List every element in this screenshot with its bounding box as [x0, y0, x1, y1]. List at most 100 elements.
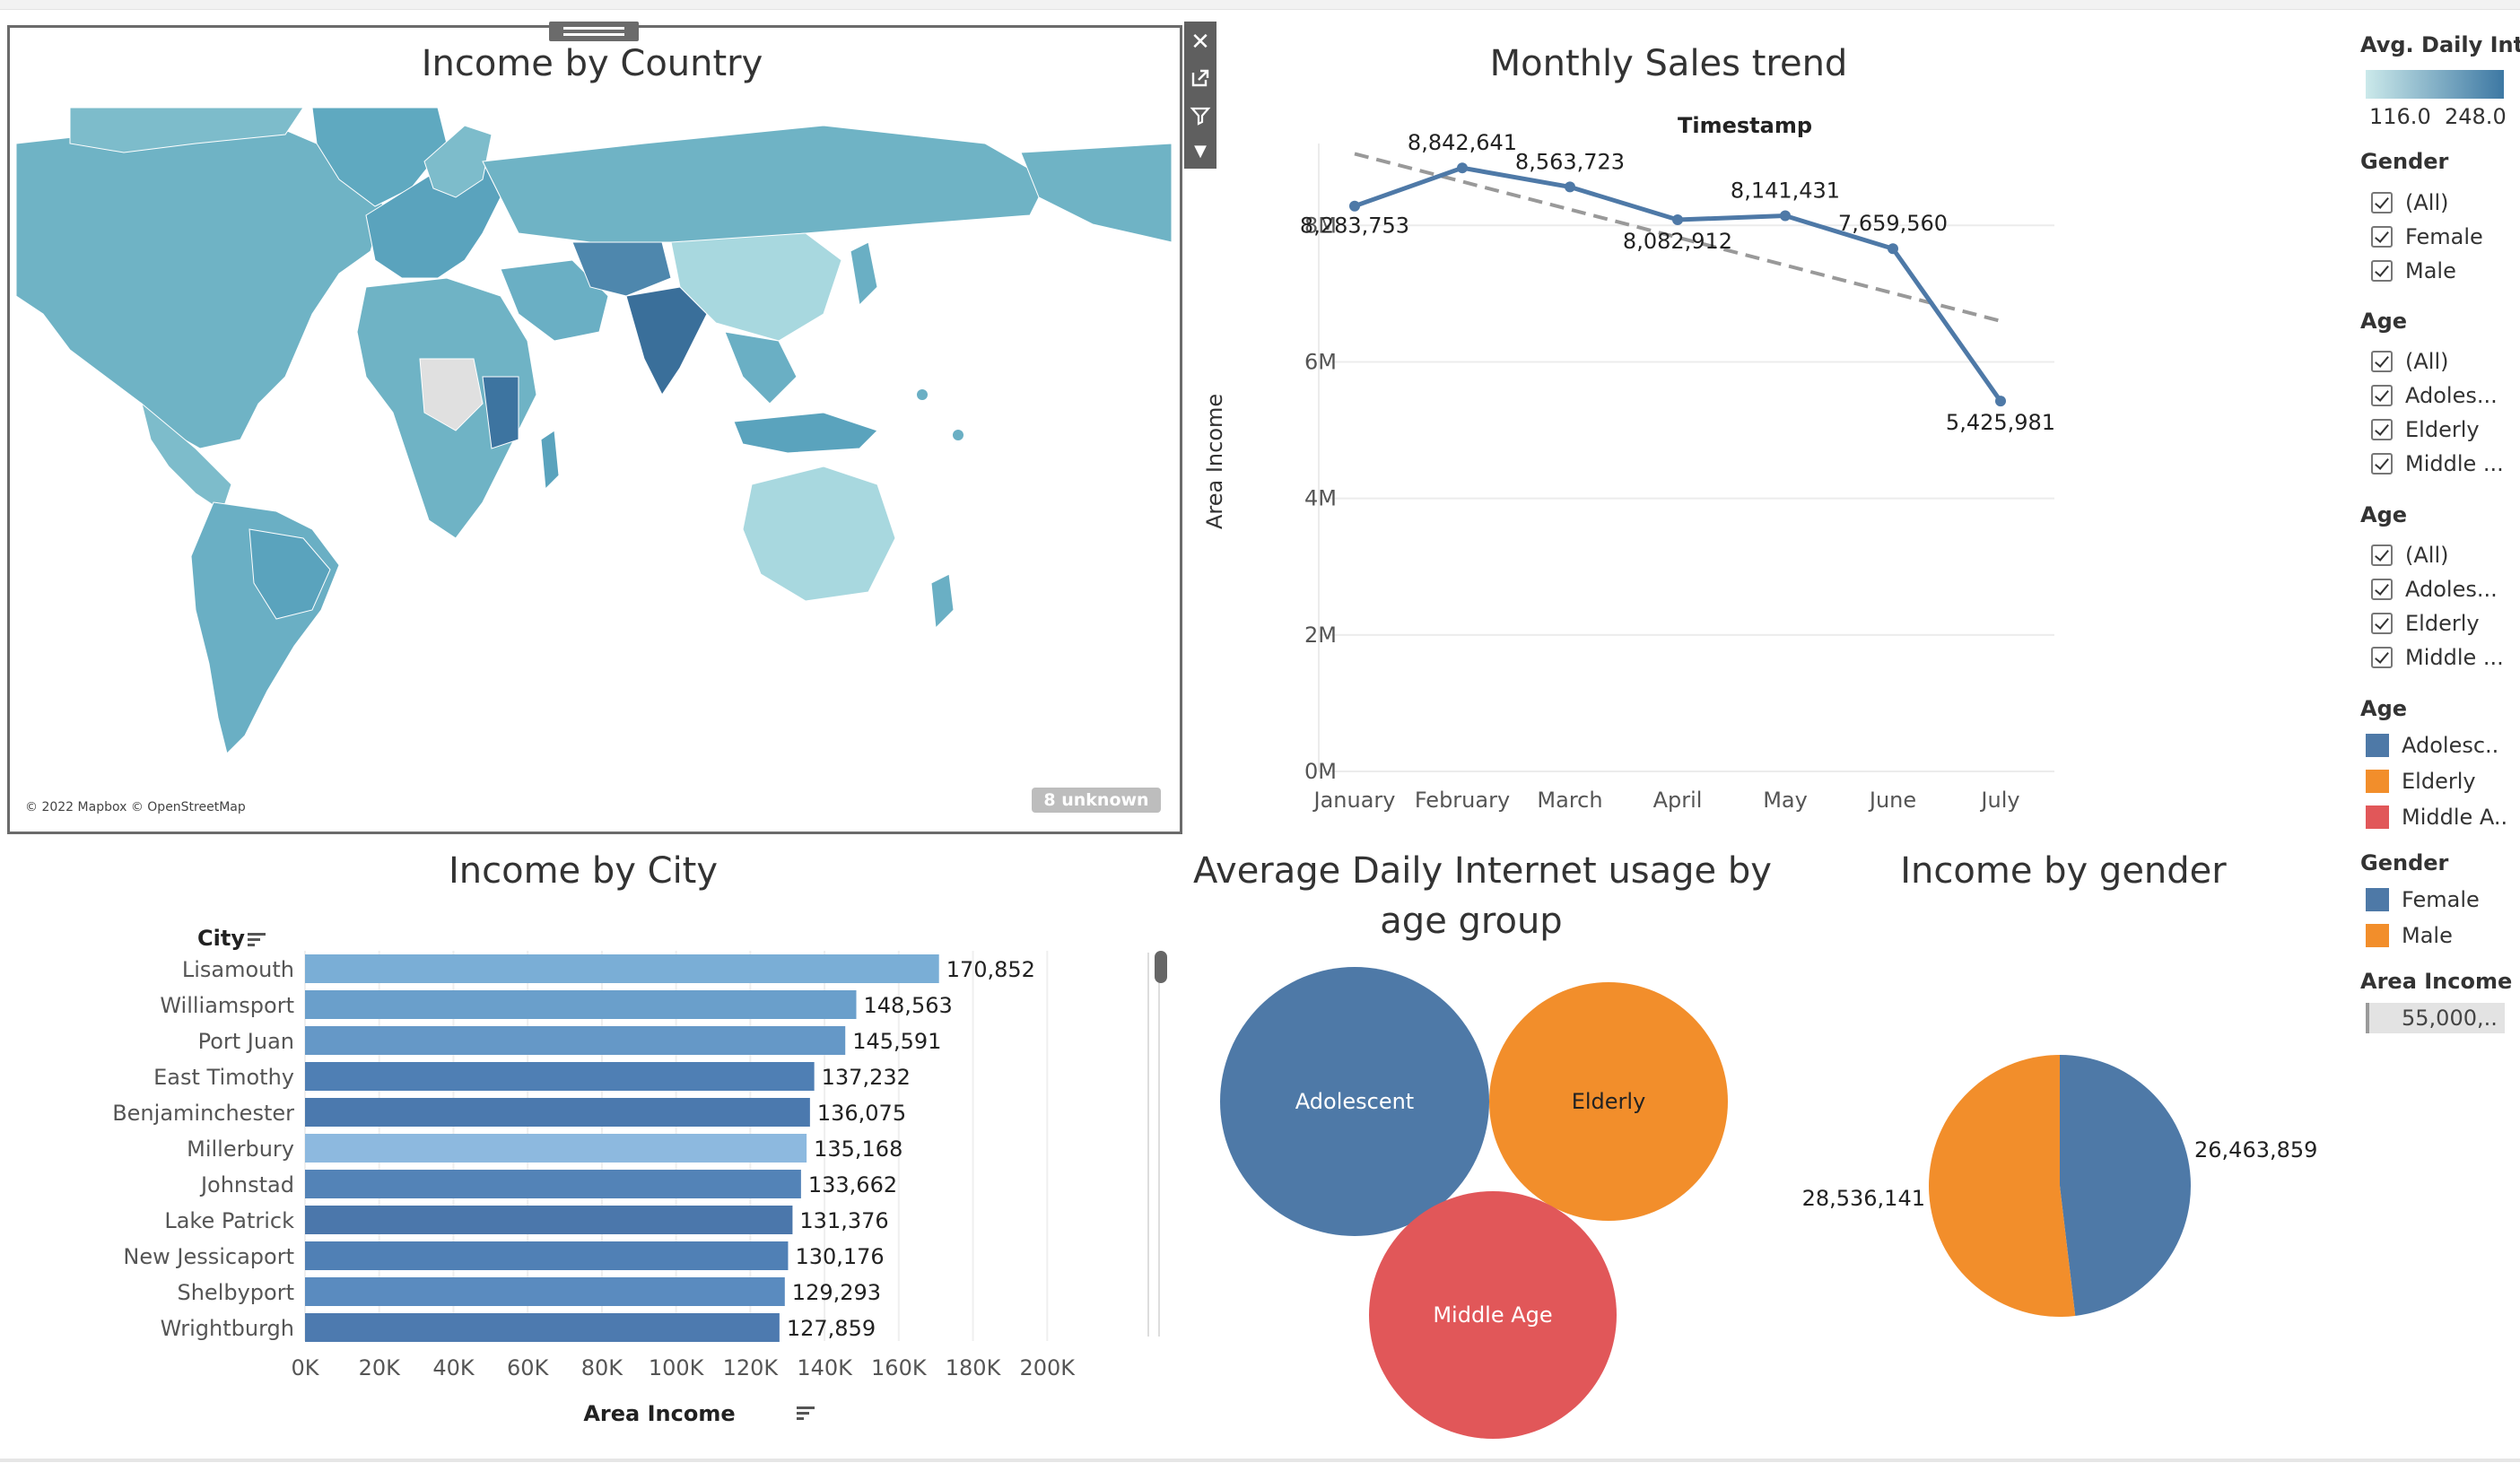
avg-usage-max: 248.0 [2445, 104, 2507, 129]
filter-icon[interactable] [1184, 99, 1216, 133]
age-filter-1-title: Age [2360, 309, 2408, 334]
city-bar[interactable] [305, 1062, 815, 1091]
city-label[interactable]: Johnstad [199, 1172, 294, 1197]
city-label[interactable]: Williamsport [160, 993, 294, 1018]
city-bar[interactable] [305, 1313, 780, 1342]
world-map[interactable] [16, 108, 1172, 823]
pie-slice[interactable] [2060, 1055, 2191, 1316]
drag-handle[interactable] [549, 22, 639, 41]
line-series[interactable] [1354, 165, 2003, 403]
bar-value-label: 135,168 [814, 1136, 902, 1162]
pie-value-label: 28,536,141 [1802, 1186, 1925, 1211]
city-label[interactable]: East Timothy [153, 1065, 294, 1090]
sort-icon[interactable] [248, 933, 266, 946]
city-label[interactable]: Benjaminchester [112, 1101, 294, 1126]
line-chart: Timestamp Area Income 8M 6M 4M 2M 0M January… [1202, 113, 2055, 813]
age-color-middle[interactable]: Middle A.. [2366, 802, 2507, 832]
checkbox-icon[interactable] [2371, 544, 2393, 566]
checkbox-icon[interactable] [2371, 419, 2393, 440]
city-label[interactable]: New Jessicaport [123, 1244, 294, 1269]
line-point[interactable] [1780, 210, 1791, 222]
line-point[interactable] [1457, 162, 1468, 174]
close-icon[interactable]: ✕ [1190, 29, 1210, 56]
bubble[interactable] [1489, 982, 1728, 1221]
bar-value-label: 133,662 [808, 1172, 897, 1197]
city-bar[interactable] [305, 1241, 789, 1270]
x-tick-label: July [1979, 788, 2019, 813]
city-bar[interactable] [305, 990, 857, 1019]
checkbox-icon[interactable] [2371, 351, 2393, 372]
bubble-chart-title-line2: age group [1380, 901, 1563, 942]
gender-filter-female[interactable]: Female [2371, 222, 2483, 252]
city-label[interactable]: Millerbury [187, 1136, 294, 1162]
line-point[interactable] [1995, 396, 2006, 407]
city-column-header[interactable]: City [197, 926, 245, 951]
x-tick-label: 80K [581, 1355, 624, 1380]
checkbox-icon[interactable] [2371, 647, 2393, 668]
bubble[interactable] [1369, 1191, 1617, 1439]
age-filter-1-adolescent[interactable]: Adoles... [2371, 380, 2498, 411]
line-point[interactable] [1565, 181, 1575, 193]
line-point[interactable] [1888, 243, 1898, 255]
age-filter-2-adolescent[interactable]: Adoles... [2371, 574, 2498, 605]
line-point[interactable] [1349, 200, 1360, 212]
city-bar[interactable] [305, 1206, 793, 1234]
checkbox-icon[interactable] [2371, 226, 2393, 248]
y-tick-label: 2M [1304, 623, 1337, 648]
gender-color-female[interactable]: Female [2366, 884, 2480, 915]
age-filter-1-middle[interactable]: Middle ... [2371, 448, 2504, 479]
bar-chart-scrollbar[interactable] [1155, 951, 1167, 983]
map-attribution: © 2022 Mapbox © OpenStreetMap [25, 800, 246, 814]
area-income-slider[interactable]: 55,000,.. [2366, 1003, 2505, 1033]
age-filter-1-all[interactable]: (All) [2371, 346, 2448, 377]
pie-value-label: 26,463,859 [2194, 1137, 2317, 1163]
x-tick-label: 0K [291, 1355, 319, 1380]
bar-value-label: 137,232 [822, 1065, 911, 1090]
gender-color-male[interactable]: Male [2366, 920, 2453, 951]
checkbox-icon[interactable] [2371, 613, 2393, 634]
gender-filter-male[interactable]: Male [2371, 256, 2456, 286]
gender-color-legend-title: Gender [2360, 850, 2449, 875]
region-china [670, 232, 842, 342]
age-filter-2-all[interactable]: (All) [2371, 540, 2448, 570]
city-label[interactable]: Wrightburgh [161, 1316, 294, 1341]
age-filter-2-middle[interactable]: Middle ... [2371, 642, 2504, 673]
bubble[interactable] [1220, 967, 1489, 1236]
age-filter-2-elderly[interactable]: Elderly [2371, 608, 2480, 639]
swatch [2366, 770, 2389, 793]
age-color-adolescent[interactable]: Adolesc.. [2366, 730, 2498, 761]
city-label[interactable]: Lake Patrick [164, 1208, 294, 1233]
city-bar[interactable] [305, 1134, 807, 1163]
line-point[interactable] [1672, 213, 1683, 225]
checkbox-icon[interactable] [2371, 192, 2393, 213]
checkbox-icon[interactable] [2371, 260, 2393, 282]
x-tick-label: 180K [946, 1355, 1002, 1380]
region-madagascar [540, 430, 560, 491]
menu-caret-icon[interactable]: ▼ [1194, 142, 1207, 161]
age-color-elderly[interactable]: Elderly [2366, 766, 2476, 797]
gender-filter-all[interactable]: (All) [2371, 187, 2448, 218]
city-label[interactable]: Lisamouth [182, 957, 294, 982]
region-central-asia [571, 241, 672, 297]
avg-usage-legend-title: Avg. Daily Int.. [2360, 32, 2520, 57]
city-bar[interactable] [305, 1098, 810, 1127]
city-bar[interactable] [305, 954, 939, 983]
gender-filter-title: Gender [2360, 149, 2449, 174]
popout-icon[interactable] [1184, 61, 1216, 95]
unknown-indicator[interactable]: 8 unknown [1032, 788, 1161, 813]
sort-icon[interactable] [797, 1406, 815, 1420]
worksheet-toolbar: ✕ ▼ [1184, 22, 1216, 169]
region-alaska [1020, 143, 1172, 243]
city-bar[interactable] [305, 1170, 801, 1198]
city-bar[interactable] [305, 1277, 785, 1306]
pie-slice[interactable] [1929, 1055, 2076, 1317]
region-central-africa [419, 358, 484, 431]
checkbox-icon[interactable] [2371, 579, 2393, 600]
city-label[interactable]: Shelbyport [177, 1280, 294, 1305]
checkbox-icon[interactable] [2371, 453, 2393, 475]
bubble-label: Adolescent [1295, 1089, 1414, 1114]
checkbox-icon[interactable] [2371, 385, 2393, 406]
city-label[interactable]: Port Juan [198, 1029, 294, 1054]
age-filter-1-elderly[interactable]: Elderly [2371, 414, 2480, 445]
city-bar[interactable] [305, 1026, 846, 1055]
